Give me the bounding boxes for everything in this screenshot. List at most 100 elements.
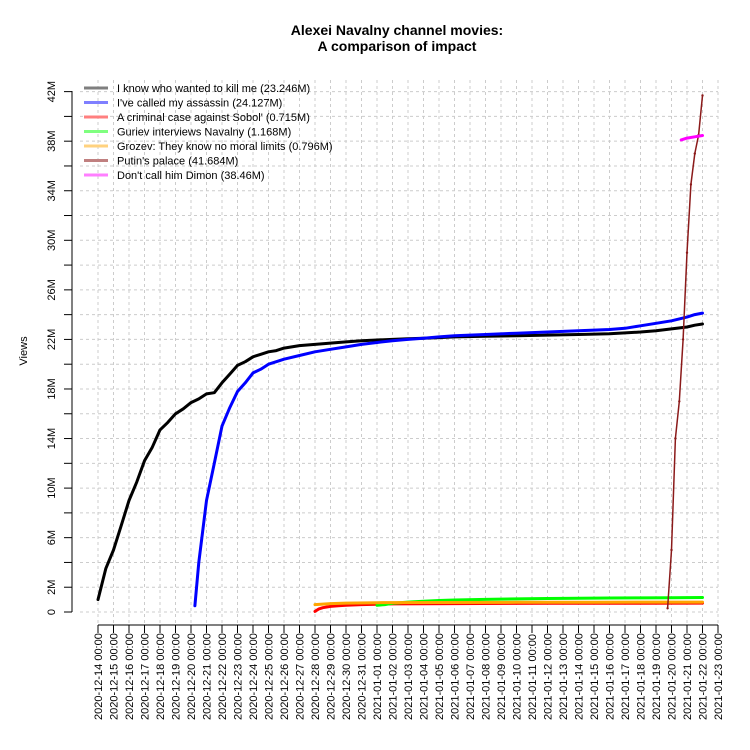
data-point <box>213 462 216 465</box>
legend-label: I've called my assassin (24.127M) <box>117 98 282 110</box>
x-tick-label: 2021-01-15 00:00 <box>589 633 601 720</box>
data-point <box>484 333 487 336</box>
data-point <box>701 600 704 604</box>
series-5 <box>666 94 704 610</box>
data-point <box>236 364 239 367</box>
x-tick-label: 2021-01-11 00:00 <box>527 634 539 720</box>
data-point <box>685 251 689 254</box>
data-point <box>515 332 518 335</box>
x-tick-label: 2021-01-07 00:00 <box>465 633 477 720</box>
data-point <box>313 350 317 353</box>
x-tick-label: 2020-12-17 00:00 <box>140 633 152 720</box>
data-point <box>244 360 247 363</box>
data-point <box>701 596 704 599</box>
data-point <box>360 343 363 346</box>
legend-label: Putin's palace (41.684M) <box>117 156 238 168</box>
data-point <box>375 604 379 607</box>
y-tick-label: 30M <box>46 230 58 251</box>
data-point <box>251 355 255 358</box>
x-tick-label: 2021-01-06 00:00 <box>450 633 462 720</box>
series-line <box>666 94 704 610</box>
data-point <box>344 601 348 605</box>
data-point <box>670 327 673 331</box>
data-point <box>259 368 262 371</box>
data-point <box>693 152 696 155</box>
data-point <box>678 400 681 403</box>
legend-item: Grozev: They know no moral limits (0.796… <box>84 141 333 153</box>
data-point <box>546 333 549 337</box>
x-tick-label: 2021-01-23 00:00 <box>713 633 725 720</box>
legend-label: Guriev interviews Navalny (1.168M) <box>117 127 291 139</box>
y-tick-label: 6M <box>46 530 58 545</box>
data-point <box>689 183 693 186</box>
x-tick-label: 2020-12-24 00:00 <box>248 633 260 720</box>
data-point <box>546 330 549 334</box>
data-point <box>391 339 394 342</box>
chart-title-line1: Alexei Navalny channel movies: <box>291 22 503 38</box>
x-tick-label: 2020-12-26 00:00 <box>279 633 291 720</box>
x-tick-label: 2021-01-03 00:00 <box>403 633 415 720</box>
y-tick-label: 14M <box>46 428 58 449</box>
data-point <box>182 407 185 410</box>
data-point <box>608 596 611 600</box>
x-tick-label: 2021-01-09 00:00 <box>496 633 508 720</box>
data-point <box>577 597 580 600</box>
series-line <box>313 600 704 607</box>
data-point <box>213 391 216 394</box>
y-tick-label: 26M <box>46 279 58 300</box>
data-point <box>151 446 154 449</box>
data-point <box>275 360 278 363</box>
series-line <box>313 601 704 613</box>
x-tick-label: 2020-12-23 00:00 <box>233 633 245 720</box>
x-tick-label: 2021-01-20 00:00 <box>667 633 679 720</box>
data-point <box>375 338 379 342</box>
x-tick-label: 2021-01-08 00:00 <box>481 633 493 720</box>
data-point <box>623 327 627 330</box>
x-tick-label: 2020-12-29 00:00 <box>326 633 338 720</box>
data-point <box>670 596 673 599</box>
y-tick-label: 22M <box>46 329 58 350</box>
data-point <box>313 610 317 613</box>
legend-item: I've called my assassin (24.127M) <box>84 98 282 110</box>
data-point <box>205 392 208 396</box>
series-line <box>679 134 704 142</box>
x-tick-label: 2020-12-14 00:00 <box>93 633 105 720</box>
data-point <box>313 603 317 606</box>
data-point <box>329 341 332 345</box>
data-point <box>220 381 224 384</box>
data-point <box>437 335 441 339</box>
data-point <box>344 340 348 344</box>
data-point <box>701 322 704 326</box>
x-tick-label: 2021-01-02 00:00 <box>388 633 400 720</box>
x-tick-label: 2021-01-18 00:00 <box>636 633 648 720</box>
data-point <box>422 337 425 340</box>
x-tick-label: 2021-01-12 00:00 <box>543 633 555 720</box>
legend-label: A criminal case against Sobol' (0.715M) <box>117 112 310 124</box>
data-point <box>96 598 100 601</box>
data-point <box>313 343 317 346</box>
legend-item: Putin's palace (41.684M) <box>84 156 238 168</box>
data-point <box>228 406 231 409</box>
data-point <box>127 499 131 502</box>
x-tick-label: 2020-12-27 00:00 <box>295 633 307 720</box>
x-tick-label: 2020-12-28 00:00 <box>310 633 322 720</box>
data-point <box>654 322 658 325</box>
data-point <box>608 332 611 335</box>
data-point <box>693 324 696 327</box>
data-point <box>639 330 642 334</box>
x-tick-label: 2021-01-16 00:00 <box>605 633 617 720</box>
x-tick-label: 2020-12-20 00:00 <box>186 633 198 720</box>
data-point <box>329 602 332 605</box>
y-tick-label: 10M <box>46 477 58 498</box>
x-tick-label: 2021-01-04 00:00 <box>419 633 431 720</box>
x-tick-label: 2020-12-16 00:00 <box>124 633 136 720</box>
data-point <box>166 421 169 424</box>
data-point <box>674 437 677 440</box>
data-point <box>197 397 200 401</box>
data-point <box>344 345 348 349</box>
series-4 <box>313 600 704 607</box>
x-tick-label: 2021-01-22 00:00 <box>698 633 710 720</box>
legend-item: A criminal case against Sobol' (0.715M) <box>84 112 310 124</box>
grid <box>80 80 719 625</box>
